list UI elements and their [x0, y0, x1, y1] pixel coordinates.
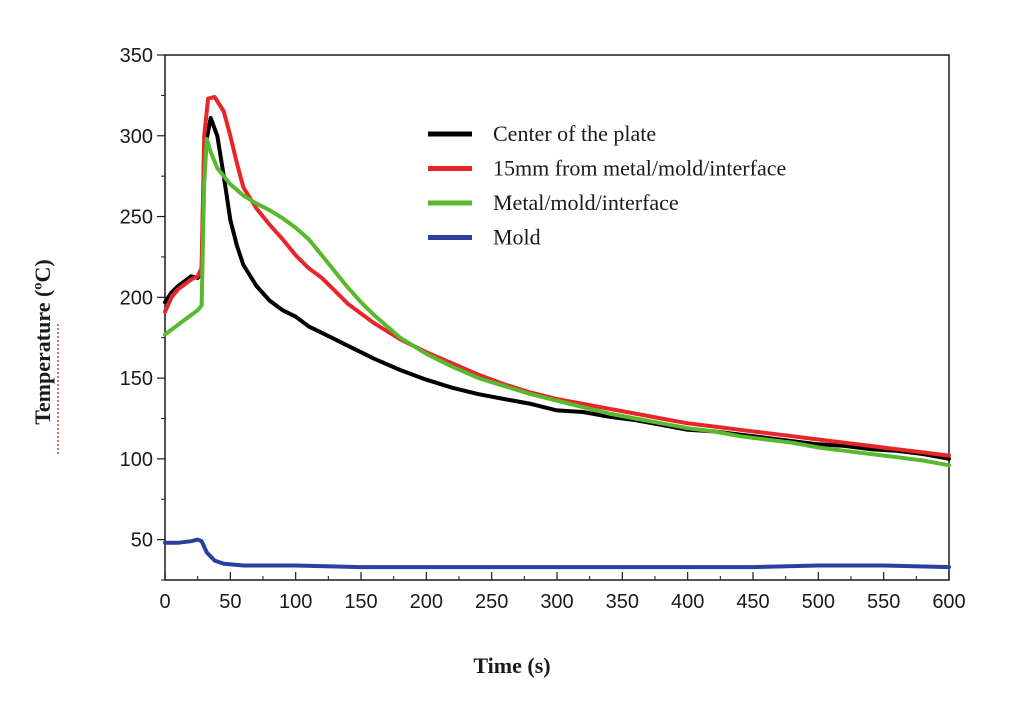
legend-label: 15mm from metal/mold/interface — [493, 156, 786, 181]
series-line — [163, 537, 951, 570]
y-tick-label: 200 — [120, 287, 153, 309]
y-axis-title: Temperature (ºC) — [30, 259, 55, 425]
x-tick-label: 350 — [606, 591, 639, 613]
x-tick-label: 100 — [279, 591, 312, 613]
y-tick-label: 350 — [120, 45, 153, 67]
series-lines — [163, 95, 951, 570]
x-tick-label: 600 — [932, 591, 965, 613]
x-tick-label: 550 — [867, 591, 900, 613]
legend-label: Metal/mold/interface — [493, 190, 679, 215]
legend-label: Mold — [493, 225, 541, 250]
x-axis-title: Time (s) — [473, 653, 550, 678]
legend-label: Center of the plate — [493, 121, 656, 146]
y-tick-label: 150 — [120, 368, 153, 390]
x-tick-label: 50 — [219, 591, 241, 613]
series-line — [163, 137, 951, 468]
tick-labels: 0 50 100 150 200 250 300 350 400 450 500 550 600 50 10… — [120, 45, 966, 613]
x-tick-label: 200 — [410, 591, 443, 613]
y-tick-label: 50 — [131, 530, 153, 552]
legend: Center of the plate 15mm from metal/mold/… — [428, 121, 786, 250]
axis-ticks — [157, 54, 950, 581]
x-tick-label: 300 — [540, 591, 573, 613]
x-tick-label: 250 — [475, 591, 508, 613]
x-tick-label: 0 — [159, 591, 170, 613]
x-tick-label: 400 — [671, 591, 704, 613]
y-tick-label: 300 — [120, 126, 153, 148]
x-tick-label: 500 — [802, 591, 835, 613]
series-line — [163, 95, 951, 458]
y-axis-title-group: Temperature (ºC) — [30, 259, 59, 454]
y-tick-label: 250 — [120, 207, 153, 229]
x-tick-label: 150 — [344, 591, 377, 613]
y-tick-label: 100 — [120, 449, 153, 471]
x-tick-label: 450 — [736, 591, 769, 613]
